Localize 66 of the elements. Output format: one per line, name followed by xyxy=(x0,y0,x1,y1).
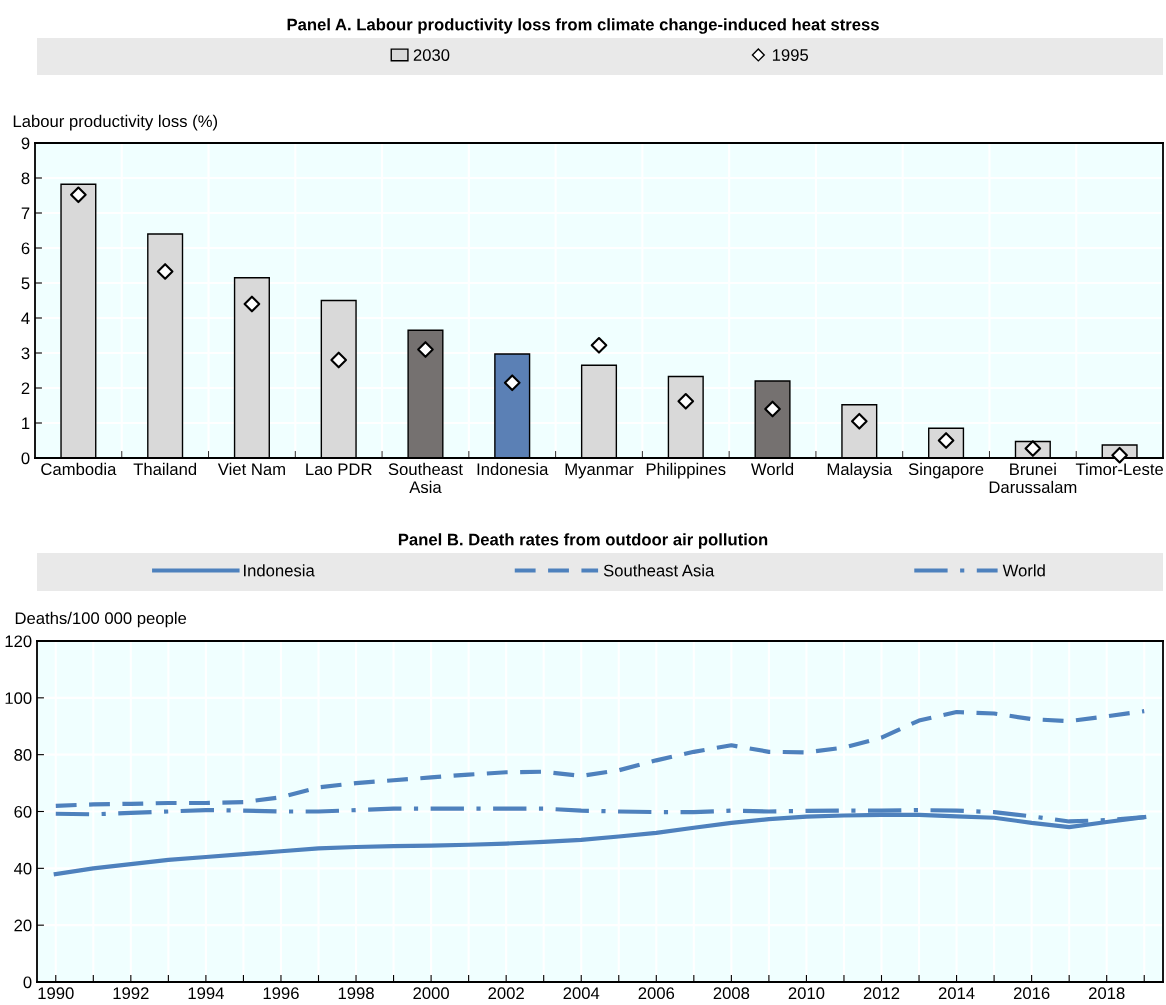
y-tick-label: 20 xyxy=(14,919,32,932)
point xyxy=(764,400,781,418)
y-axis-title: Deaths/100 000 people xyxy=(15,611,187,628)
y-tick-label: 5 xyxy=(21,277,30,290)
x-tick-label: World xyxy=(751,462,794,476)
y-tick-label: 7 xyxy=(21,207,30,220)
point xyxy=(330,351,348,369)
x-tick-label: 2000 xyxy=(413,987,449,1000)
y-tick-label: 100 xyxy=(5,692,32,705)
y-tick-label: 60 xyxy=(14,805,32,818)
x-tick-label: Singapore xyxy=(908,462,984,479)
y-tick-label: 80 xyxy=(14,749,32,761)
x-tick-label: Timor-Leste xyxy=(1075,462,1164,476)
y-tick-label: 1 xyxy=(22,417,30,430)
y-tick-label: 2 xyxy=(21,382,30,395)
x-tick-label: 1994 xyxy=(188,987,224,1000)
y-tick-label: 9 xyxy=(21,137,30,150)
y-axis-title: Labour productivity loss (%) xyxy=(13,114,218,131)
y-tick-label: 120 xyxy=(5,635,32,648)
x-tick-label: 1990 xyxy=(38,987,74,1000)
y-tick-label: 0 xyxy=(21,452,30,465)
x-tick-label: 1992 xyxy=(113,987,149,1000)
x-tick-label: 2016 xyxy=(1013,987,1050,1000)
legend-label: 1995 xyxy=(772,49,809,61)
point xyxy=(243,295,261,313)
point xyxy=(156,263,174,280)
x-tick-label: 1996 xyxy=(263,987,299,1000)
x-tick-label: Thailand xyxy=(133,462,197,476)
chart-title: Panel A. Labour productivity loss from climate change-induced heat stress xyxy=(287,18,879,34)
y-tick-label: 40 xyxy=(13,862,32,875)
line-series xyxy=(53,709,1147,808)
x-tick-label: Philippines xyxy=(646,462,726,479)
y-tick-label: 4 xyxy=(21,312,30,325)
y-tick-label: 8 xyxy=(21,172,30,185)
x-tick-label: Southeast Asia xyxy=(388,462,463,494)
y-tick-label: 0 xyxy=(23,976,32,989)
point xyxy=(1024,440,1042,457)
legend-label: Indonesia xyxy=(244,564,315,577)
x-tick-label: Brunei Darussalam xyxy=(989,462,1077,494)
point xyxy=(503,374,521,392)
legend-label: 2030 xyxy=(413,49,450,61)
point xyxy=(850,412,868,430)
x-tick-label: Viet Nam xyxy=(217,462,285,476)
x-tick-label: Myanmar xyxy=(565,463,634,479)
x-tick-label: Cambodia xyxy=(41,462,117,476)
point xyxy=(590,336,608,354)
x-tick-label: 2002 xyxy=(488,987,524,1000)
point xyxy=(70,186,87,204)
x-tick-label: Indonesia xyxy=(477,462,549,476)
x-tick-label: Malaysia xyxy=(827,462,893,479)
x-tick-label: 1998 xyxy=(338,987,374,1000)
point xyxy=(677,392,695,410)
x-tick-label: 2018 xyxy=(1089,987,1125,1000)
x-tick-label: Lao PDR xyxy=(306,463,372,476)
chart-title: Panel B. Death rates from outdoor air pollution xyxy=(398,533,768,549)
x-tick-label: 2008 xyxy=(713,987,750,1000)
legend-label: Southeast Asia xyxy=(603,564,715,577)
point xyxy=(417,341,434,358)
y-tick-label: 3 xyxy=(21,347,30,360)
legend-label: World xyxy=(1002,564,1045,577)
y-tick-label: 6 xyxy=(21,242,30,255)
x-tick-label: 2010 xyxy=(788,987,825,1000)
x-tick-label: 2012 xyxy=(863,987,900,1000)
x-tick-label: 2006 xyxy=(638,987,675,1000)
x-tick-label: 2014 xyxy=(938,987,975,1000)
x-tick-label: 2004 xyxy=(563,987,600,1000)
